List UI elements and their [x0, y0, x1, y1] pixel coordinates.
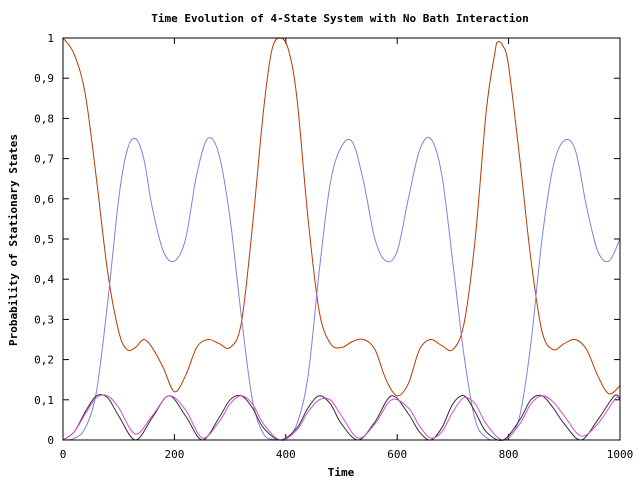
- y-tick-label: 0,1: [34, 394, 54, 407]
- x-tick-label: 600: [387, 448, 407, 461]
- plot-frame: [62, 37, 621, 441]
- series-layer: [62, 37, 621, 442]
- y-tick-label: 0,8: [34, 112, 54, 125]
- y-tick-label: 0,2: [34, 354, 54, 367]
- x-tick-label: 0: [60, 448, 67, 461]
- y-tick-label: 0,7: [34, 153, 54, 166]
- y-tick-label: 0,9: [34, 72, 54, 85]
- y-tick-label: 0: [47, 434, 54, 447]
- x-tick-label: 800: [499, 448, 519, 461]
- y-tick-label: 0,4: [34, 273, 54, 286]
- y-tick-label: 1: [47, 32, 54, 45]
- series-line-state-1: [62, 37, 621, 397]
- y-tick-label: 0,6: [34, 193, 54, 206]
- x-tick-label: 1000: [607, 448, 634, 461]
- series-line-state-2: [62, 136, 621, 442]
- x-axis-label: Time: [328, 466, 355, 479]
- y-axis-label: Probability of Stationary States: [7, 134, 20, 346]
- y-tick-label: 0,3: [34, 313, 54, 326]
- series-line-state-4: [62, 394, 621, 441]
- chart-title: Time Evolution of 4-State System with No…: [151, 12, 529, 25]
- x-tick-label: 400: [276, 448, 296, 461]
- axis-ticks: 0 200 400 600 800 1000 0 0,1 0,2 0,3 0,4 0,5 0,6 0,7 0…: [34, 32, 633, 461]
- series-line-state-3: [62, 394, 621, 441]
- y-tick-label: 0,5: [34, 233, 54, 246]
- x-tick-label: 200: [164, 448, 184, 461]
